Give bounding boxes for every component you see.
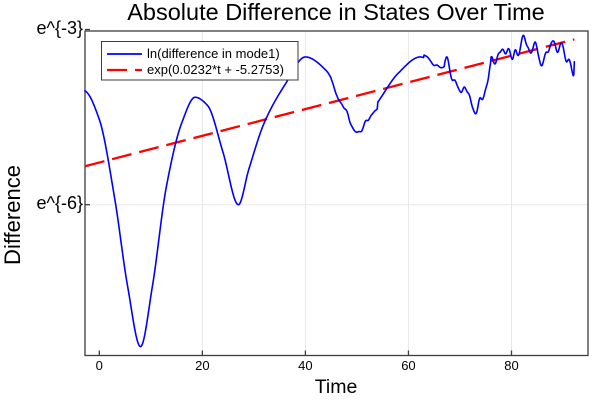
svg-text:80: 80 [504,358,518,373]
svg-text:e^{-3}: e^{-3} [37,18,84,38]
svg-text:Time: Time [315,376,358,398]
svg-text:e^{-6}: e^{-6} [37,193,84,213]
svg-text:0: 0 [96,358,103,373]
svg-text:60: 60 [401,358,415,373]
svg-text:Absolute Difference in States: Absolute Difference in States Over Time [127,0,545,25]
svg-text:Difference: Difference [0,165,25,265]
svg-text:20: 20 [195,358,209,373]
svg-text:exp(0.0232*t + -5.2753): exp(0.0232*t + -5.2753) [147,62,284,77]
svg-text:ln(difference in mode1): ln(difference in mode1) [147,46,280,61]
svg-text:40: 40 [298,358,312,373]
